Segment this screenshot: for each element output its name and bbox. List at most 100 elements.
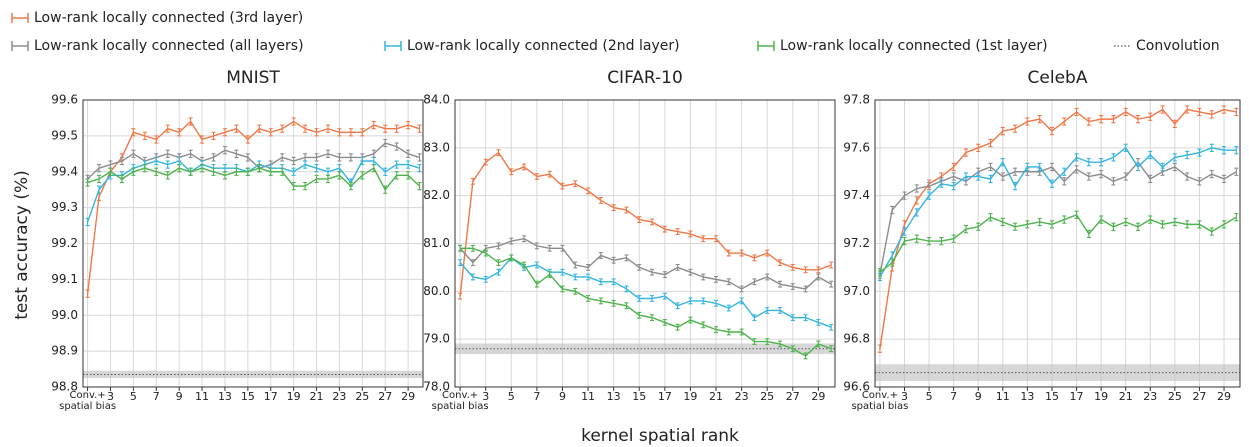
error-bar [211,153,216,162]
error-bar [637,263,642,271]
error-bar [483,158,488,166]
error-bar [496,268,501,276]
error-bar [211,131,216,141]
series-line [87,167,421,191]
x-tick-label: 29 [1217,390,1231,403]
chart-title: MNIST [226,68,280,88]
error-bar [1148,174,1153,184]
error-bar [726,249,731,257]
error-bar [829,280,834,288]
error-bar [963,172,968,181]
error-bar [496,149,501,157]
error-bar [131,128,136,137]
error-bar [165,171,170,180]
y-tick-label: 84.0 [423,93,450,107]
error-bar [963,225,968,234]
y-tick-label: 81.0 [423,236,450,250]
error-bar [188,149,193,158]
error-bar [165,124,170,133]
error-bar [739,249,744,257]
x-tick-label: 17 [264,390,278,403]
error-bar [142,164,147,173]
error-bar [522,235,527,243]
error-bar [383,138,388,148]
error-bar [406,171,411,180]
x-tick-label: 27 [378,390,392,403]
error-bar [890,258,895,267]
error-bar [222,146,227,155]
error-bar [1234,146,1239,155]
error-bar [360,156,365,166]
error-bar [1135,114,1140,124]
y-tick-label: 97.6 [843,140,870,154]
error-bar [234,149,239,158]
error-bar [1074,153,1079,162]
error-bar [914,234,919,243]
error-bar [245,167,250,176]
x-tick-label: 27 [786,390,800,403]
error-bar [816,266,821,274]
error-bar [598,278,603,286]
error-bar [1000,172,1005,181]
error-bar [777,307,782,314]
error-bar [650,295,655,302]
error-bar [291,156,296,166]
error-bar [337,171,342,180]
error-bar [598,197,603,204]
error-bar [417,181,422,191]
y-tick-label: 83.0 [423,140,450,154]
error-bar [337,153,342,162]
y-tick-label: 99.0 [51,308,78,322]
y-tick-label: 82.0 [423,188,450,202]
plot-frame [82,99,424,388]
error-bar [560,268,565,276]
error-bar [1209,143,1214,152]
x-tick-label: 11 [581,390,595,403]
x-tick-label: 11 [195,390,209,403]
error-bar [394,124,399,133]
error-bar [131,149,136,158]
error-bar [509,168,514,176]
error-bar [675,323,680,331]
legend-label: Convolution [1136,38,1220,54]
series-line [459,256,832,328]
y-tick-label: 99.2 [51,236,78,250]
error-bar [765,338,770,345]
error-bar [1222,105,1227,114]
x-tick-label: Conv.+ spatial bias [432,390,489,412]
error-bar [611,299,616,307]
error-bar [1074,107,1079,117]
error-bar [85,217,90,227]
error-bar [726,304,731,312]
error-bar [417,153,422,162]
error-bar [97,174,102,184]
x-tick-label-text: Conv.+ spatial bias [59,390,117,412]
error-bar [611,204,616,212]
error-bar [406,160,411,169]
error-bar [1013,181,1018,191]
error-bar [85,178,90,187]
error-bar [522,163,527,171]
y-tick-label: 99.1 [51,272,78,286]
error-bar [234,167,239,176]
x-tick-label: 19 [287,390,301,403]
error-bar [752,314,757,322]
error-bar [1049,220,1054,229]
x-tick-label: 3 [901,390,908,403]
error-bar [752,278,757,286]
series-line [879,108,1237,349]
error-bar [1000,217,1005,227]
error-bar [1062,177,1067,186]
error-bar [394,160,399,169]
error-bar [662,292,667,300]
error-bar [951,172,956,181]
error-bar [394,171,399,180]
error-bar [650,314,655,322]
error-bar [1049,162,1054,172]
error-bar [637,295,642,302]
x-tick-label: 15 [632,390,646,403]
y-tick-label: 96.8 [843,332,870,346]
error-bar [714,326,719,334]
error-bar [701,273,706,281]
error-bar [1172,217,1177,227]
